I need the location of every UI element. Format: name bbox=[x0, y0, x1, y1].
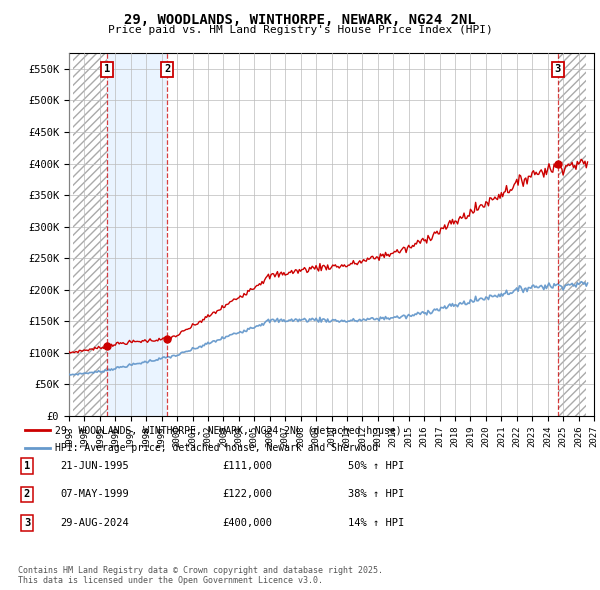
Text: 21-JUN-1995: 21-JUN-1995 bbox=[60, 461, 129, 471]
Text: 50% ↑ HPI: 50% ↑ HPI bbox=[348, 461, 404, 471]
Text: 29-AUG-2024: 29-AUG-2024 bbox=[60, 518, 129, 527]
Text: £122,000: £122,000 bbox=[222, 490, 272, 499]
Bar bbox=[107, 53, 167, 416]
Text: 1: 1 bbox=[24, 461, 30, 471]
Text: 2: 2 bbox=[24, 490, 30, 499]
Text: £400,000: £400,000 bbox=[222, 518, 272, 527]
Bar bbox=[558, 53, 586, 416]
Text: 38% ↑ HPI: 38% ↑ HPI bbox=[348, 490, 404, 499]
Text: 1: 1 bbox=[104, 64, 110, 74]
Text: 3: 3 bbox=[555, 64, 561, 74]
Text: Price paid vs. HM Land Registry's House Price Index (HPI): Price paid vs. HM Land Registry's House … bbox=[107, 25, 493, 35]
Text: 29, WOODLANDS, WINTHORPE, NEWARK, NG24 2NL (detached house): 29, WOODLANDS, WINTHORPE, NEWARK, NG24 2… bbox=[55, 425, 402, 435]
Text: £111,000: £111,000 bbox=[222, 461, 272, 471]
Text: HPI: Average price, detached house, Newark and Sherwood: HPI: Average price, detached house, Newa… bbox=[55, 443, 379, 453]
Text: 14% ↑ HPI: 14% ↑ HPI bbox=[348, 518, 404, 527]
Text: 29, WOODLANDS, WINTHORPE, NEWARK, NG24 2NL: 29, WOODLANDS, WINTHORPE, NEWARK, NG24 2… bbox=[124, 13, 476, 27]
Text: 07-MAY-1999: 07-MAY-1999 bbox=[60, 490, 129, 499]
Text: 2: 2 bbox=[164, 64, 170, 74]
Text: 3: 3 bbox=[24, 518, 30, 527]
Text: Contains HM Land Registry data © Crown copyright and database right 2025.
This d: Contains HM Land Registry data © Crown c… bbox=[18, 566, 383, 585]
Bar bbox=[73, 53, 107, 416]
